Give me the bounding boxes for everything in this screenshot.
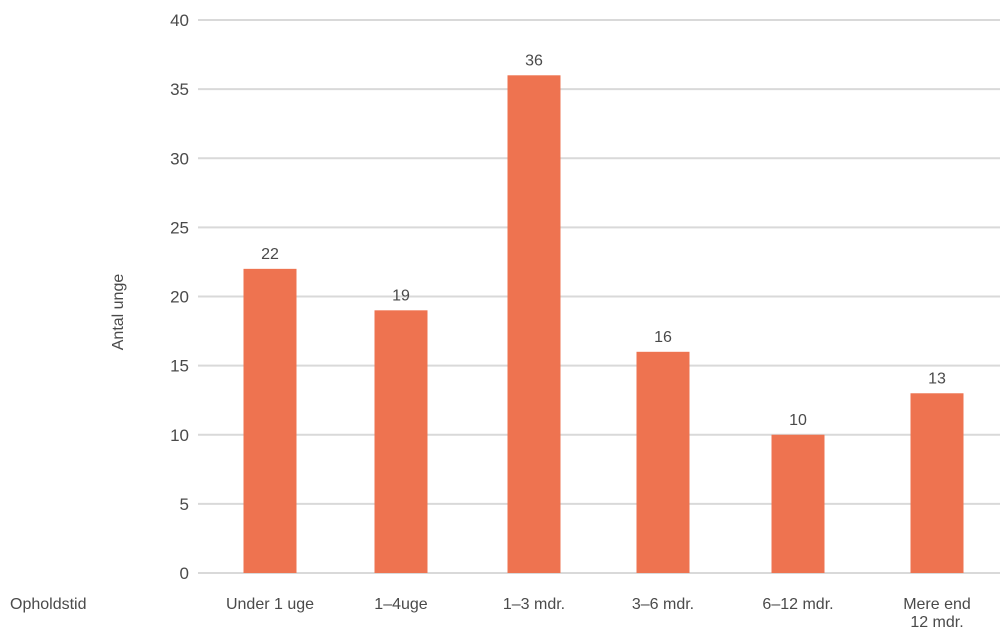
x-category-label: 1–4uge <box>374 596 427 613</box>
bar <box>374 310 428 573</box>
y-tick-label: 35 <box>170 80 189 99</box>
y-tick-label: 0 <box>180 564 189 583</box>
data-label: 16 <box>654 329 672 346</box>
data-labels: 22 19 36 16 10 13 <box>261 52 946 428</box>
y-axis-ticks: 0 5 10 15 20 25 30 35 40 <box>170 11 189 583</box>
y-tick-label: 5 <box>180 495 189 514</box>
data-label: 22 <box>261 246 279 263</box>
bar <box>243 268 297 573</box>
gridlines <box>198 19 1000 574</box>
x-category-label: 3–6 mdr. <box>632 596 694 613</box>
x-category-label: Mere end 12 mdr. <box>903 596 971 631</box>
data-label: 36 <box>525 52 543 69</box>
bars <box>243 75 964 574</box>
data-label: 13 <box>928 370 946 387</box>
bar <box>910 393 964 573</box>
x-category-label: 1–3 mdr. <box>503 596 565 613</box>
y-tick-label: 20 <box>170 288 189 307</box>
y-tick-label: 15 <box>170 357 189 376</box>
x-category-label: Under 1 uge <box>226 596 314 613</box>
bar <box>507 75 561 574</box>
data-label: 10 <box>789 412 807 429</box>
bar <box>636 351 690 573</box>
x-axis-categories: Under 1 uge 1–4uge 1–3 mdr. 3–6 mdr. 6–12 md… <box>226 596 971 631</box>
y-tick-label: 40 <box>170 11 189 30</box>
y-tick-label: 10 <box>170 426 189 445</box>
data-label: 19 <box>392 287 410 304</box>
x-axis-title: Opholdstid <box>10 596 87 613</box>
y-tick-label: 30 <box>170 149 189 168</box>
y-tick-label: 25 <box>170 218 189 237</box>
x-category-label: 6–12 mdr. <box>762 596 833 613</box>
bar <box>771 434 825 573</box>
y-axis-title: Antal unge <box>110 274 127 351</box>
